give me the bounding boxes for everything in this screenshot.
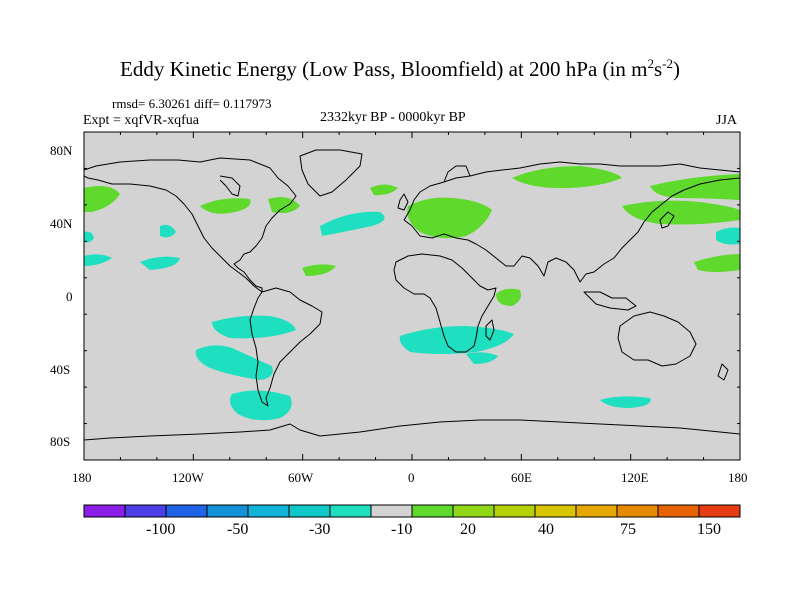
colorbar-swatch bbox=[124, 504, 167, 518]
lat-tick-label: 40S bbox=[50, 362, 71, 377]
colorbar-swatch bbox=[83, 504, 126, 518]
negative-region bbox=[466, 352, 498, 364]
colorbar-label: -50 bbox=[227, 521, 249, 538]
colorbar-swatch bbox=[165, 504, 208, 518]
colorbar-swatch bbox=[288, 504, 331, 518]
lon-tick-label: 180 bbox=[728, 470, 748, 485]
negative-region bbox=[84, 254, 112, 266]
colorbar-swatch bbox=[698, 504, 741, 518]
positive-region bbox=[302, 264, 336, 276]
greenland-coast bbox=[299, 149, 363, 197]
japan-coast bbox=[659, 211, 675, 229]
positive-region bbox=[407, 197, 492, 239]
colorbar bbox=[83, 504, 741, 518]
negative-region bbox=[160, 224, 176, 238]
colorbar-swatch bbox=[247, 504, 290, 518]
anomaly-regions bbox=[84, 166, 740, 421]
colorbar-label: 75 bbox=[620, 521, 636, 538]
colorbar-swatch bbox=[657, 504, 700, 518]
colorbar-label: -30 bbox=[309, 521, 331, 538]
lon-tick-label: 60W bbox=[288, 470, 314, 485]
south-america-coast bbox=[249, 287, 323, 407]
negative-anomalies bbox=[84, 211, 740, 421]
period-label: 2332kyr BP - 0000kyr BP bbox=[320, 110, 466, 125]
rmsd-text: rmsd= 6.30261 diff= 0.117973 bbox=[112, 96, 272, 111]
coastlines bbox=[84, 149, 740, 441]
antarctica-coast bbox=[84, 419, 740, 441]
colorbar-swatch bbox=[575, 504, 618, 518]
lon-tick-label: 120E bbox=[621, 470, 649, 485]
colorbar-swatch bbox=[616, 504, 659, 518]
new-zealand-coast bbox=[717, 363, 729, 381]
colorbar-label: 20 bbox=[460, 521, 476, 538]
eurasia-south-coast bbox=[403, 177, 740, 283]
colorbar-swatch bbox=[493, 504, 536, 518]
negative-region bbox=[140, 256, 180, 270]
africa-coast bbox=[393, 253, 497, 353]
colorbar-swatch bbox=[370, 504, 413, 518]
colorbar-label: -10 bbox=[391, 521, 413, 538]
lon-tick-label: 180 bbox=[72, 470, 92, 485]
negative-region bbox=[320, 211, 385, 236]
negative-region bbox=[84, 231, 94, 243]
positive-region bbox=[496, 288, 521, 306]
positive-region bbox=[84, 186, 120, 212]
colorbar-label: 150 bbox=[697, 521, 721, 538]
australia-coast bbox=[617, 311, 697, 367]
colorbar-swatch bbox=[206, 504, 249, 518]
season-label: JJA bbox=[716, 113, 738, 128]
hudson-bay-coast bbox=[219, 175, 241, 197]
plot-title: Eddy Kinetic Energy (Low Pass, Bloomfiel… bbox=[120, 56, 680, 81]
positive-region bbox=[370, 184, 398, 196]
lat-tick-label: 0 bbox=[66, 289, 73, 304]
colorbar-swatch bbox=[534, 504, 577, 518]
madagascar-coast bbox=[485, 319, 495, 341]
axis-ticks bbox=[83, 131, 741, 461]
scandinavia-coast bbox=[443, 165, 471, 183]
lon-tick-label: 60E bbox=[511, 470, 532, 485]
negative-region bbox=[230, 390, 292, 421]
lat-tick-label: 80N bbox=[50, 143, 73, 158]
negative-region bbox=[195, 345, 273, 380]
negative-region bbox=[716, 227, 740, 245]
lat-tick-label: 40N bbox=[50, 216, 73, 231]
negative-region bbox=[600, 396, 651, 408]
indonesia-coast bbox=[583, 291, 637, 311]
britain-coast bbox=[397, 193, 409, 211]
colorbar-swatch bbox=[329, 504, 372, 518]
expt-label: Expt = xqfVR-xqfua bbox=[83, 113, 199, 128]
positive-region bbox=[622, 200, 740, 225]
colorbar-swatch bbox=[411, 504, 454, 518]
lon-tick-label: 0 bbox=[408, 470, 415, 485]
lon-tick-label: 120W bbox=[172, 470, 204, 485]
eurasia-coast bbox=[403, 161, 740, 221]
negative-region bbox=[212, 315, 296, 339]
north-america-coast bbox=[84, 157, 297, 293]
positive-region bbox=[512, 166, 622, 189]
lat-tick-label: 80S bbox=[50, 434, 71, 449]
map-background bbox=[84, 132, 740, 460]
colorbar-swatch bbox=[452, 504, 495, 518]
colorbar-label: -100 bbox=[146, 521, 176, 538]
negative-region bbox=[399, 326, 514, 354]
colorbar-label: 40 bbox=[538, 521, 554, 538]
positive-region bbox=[694, 254, 740, 272]
positive-anomalies bbox=[84, 166, 740, 306]
positive-region bbox=[200, 198, 251, 214]
